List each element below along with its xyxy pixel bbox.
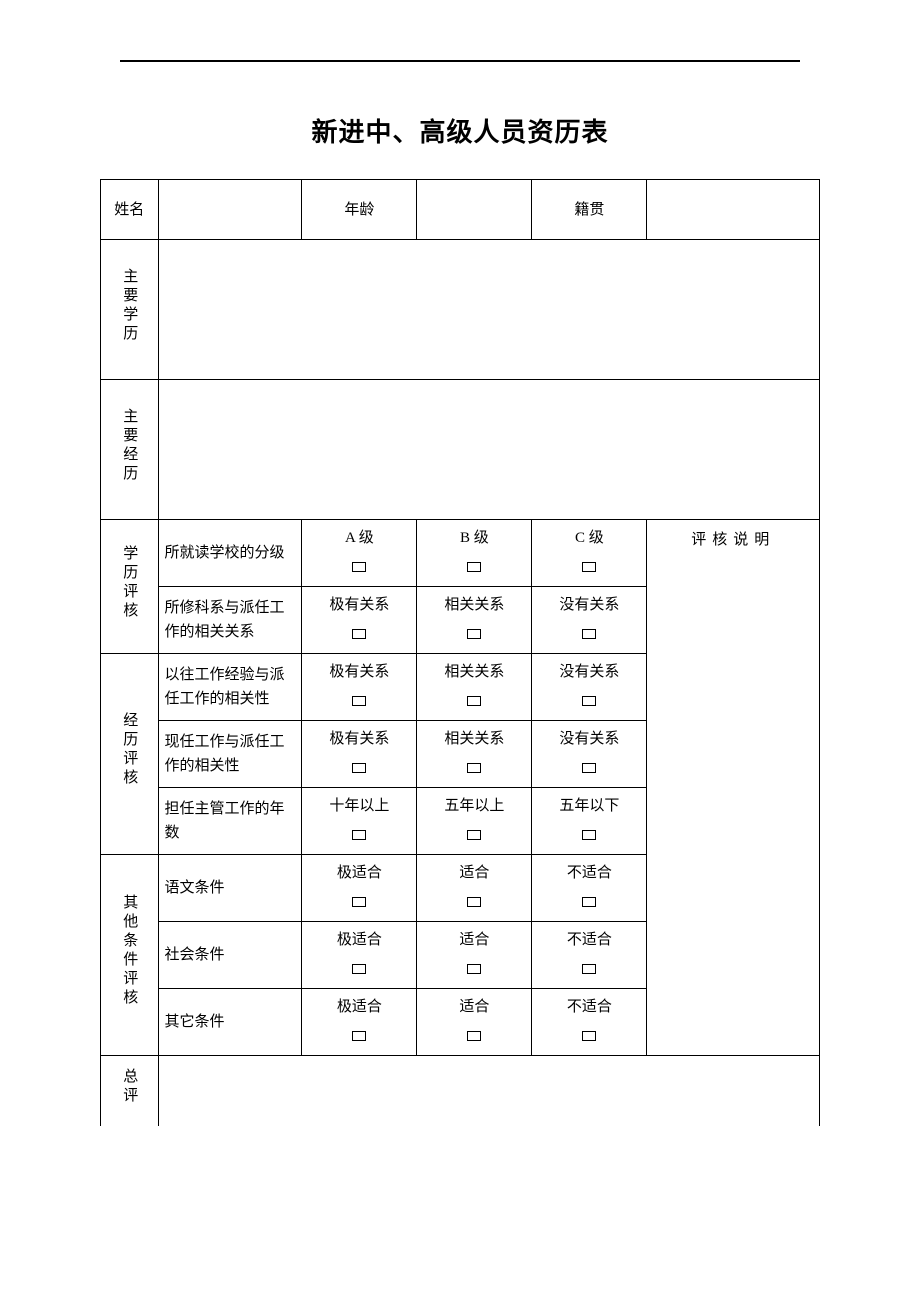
origin-value[interactable] bbox=[647, 180, 820, 240]
exp-eval-opt-2b[interactable]: 相关关系 bbox=[417, 721, 532, 788]
summary-value[interactable] bbox=[158, 1056, 819, 1126]
main-experience-row: 主要经历 bbox=[101, 380, 820, 520]
other-eval-opt-3b[interactable]: 适合 bbox=[417, 989, 532, 1056]
checkbox-icon[interactable] bbox=[352, 830, 366, 840]
exp-eval-opt-3a[interactable]: 十年以上 bbox=[302, 788, 417, 855]
other-eval-desc-2: 社会条件 bbox=[158, 922, 302, 989]
checkbox-icon[interactable] bbox=[352, 763, 366, 773]
checkbox-icon[interactable] bbox=[582, 562, 596, 572]
main-experience-value[interactable] bbox=[158, 380, 819, 520]
other-eval-opt-2a[interactable]: 极适合 bbox=[302, 922, 417, 989]
exp-eval-desc-1: 以往工作经验与派任工作的相关性 bbox=[158, 654, 302, 721]
top-rule bbox=[120, 60, 800, 62]
exp-eval-opt-1a[interactable]: 极有关系 bbox=[302, 654, 417, 721]
other-eval-opt-2b[interactable]: 适合 bbox=[417, 922, 532, 989]
exp-eval-opt-1c[interactable]: 没有关系 bbox=[532, 654, 647, 721]
edu-eval-opt-1c[interactable]: C 级 bbox=[532, 520, 647, 587]
other-eval-opt-3c[interactable]: 不适合 bbox=[532, 989, 647, 1056]
checkbox-icon[interactable] bbox=[582, 964, 596, 974]
checkbox-icon[interactable] bbox=[352, 964, 366, 974]
checkbox-icon[interactable] bbox=[467, 562, 481, 572]
exp-eval-desc-3: 担任主管工作的年数 bbox=[158, 788, 302, 855]
qualification-table: 姓名 年龄 籍贯 主要学历 主要经历 学历评核 所就读学校的分级 bbox=[100, 179, 820, 1126]
other-eval-desc-3: 其它条件 bbox=[158, 989, 302, 1056]
exp-eval-opt-3b[interactable]: 五年以上 bbox=[417, 788, 532, 855]
checkbox-icon[interactable] bbox=[352, 629, 366, 639]
checkbox-icon[interactable] bbox=[467, 964, 481, 974]
checkbox-icon[interactable] bbox=[582, 629, 596, 639]
other-eval-opt-1b[interactable]: 适合 bbox=[417, 855, 532, 922]
edu-eval-label: 学历评核 bbox=[101, 520, 159, 654]
basic-info-row: 姓名 年龄 籍贯 bbox=[101, 180, 820, 240]
checkbox-icon[interactable] bbox=[352, 562, 366, 572]
summary-label: 总评 bbox=[101, 1056, 159, 1126]
checkbox-icon[interactable] bbox=[582, 830, 596, 840]
origin-label: 籍贯 bbox=[532, 180, 647, 240]
age-value[interactable] bbox=[417, 180, 532, 240]
other-eval-opt-3a[interactable]: 极适合 bbox=[302, 989, 417, 1056]
document-page: 新进中、高级人员资历表 姓名 年龄 籍贯 主要学历 bbox=[0, 0, 920, 1302]
exp-eval-desc-2: 现任工作与派任工作的相关性 bbox=[158, 721, 302, 788]
edu-eval-opt-2a[interactable]: 极有关系 bbox=[302, 587, 417, 654]
checkbox-icon[interactable] bbox=[467, 696, 481, 706]
name-value[interactable] bbox=[158, 180, 302, 240]
exp-eval-label: 经历评核 bbox=[101, 654, 159, 855]
exp-eval-opt-3c[interactable]: 五年以下 bbox=[532, 788, 647, 855]
checkbox-icon[interactable] bbox=[467, 897, 481, 907]
edu-eval-desc-1: 所就读学校的分级 bbox=[158, 520, 302, 587]
page-title: 新进中、高级人员资历表 bbox=[100, 112, 820, 149]
other-eval-opt-2c[interactable]: 不适合 bbox=[532, 922, 647, 989]
other-eval-label: 其他条件评核 bbox=[101, 855, 159, 1056]
name-label: 姓名 bbox=[101, 180, 159, 240]
main-education-row: 主要学历 bbox=[101, 240, 820, 380]
main-experience-label: 主要经历 bbox=[101, 380, 159, 520]
checkbox-icon[interactable] bbox=[582, 763, 596, 773]
other-eval-desc-1: 语文条件 bbox=[158, 855, 302, 922]
checkbox-icon[interactable] bbox=[352, 897, 366, 907]
checkbox-icon[interactable] bbox=[467, 830, 481, 840]
checkbox-icon[interactable] bbox=[467, 763, 481, 773]
checkbox-icon[interactable] bbox=[467, 629, 481, 639]
edu-eval-opt-2b[interactable]: 相关关系 bbox=[417, 587, 532, 654]
eval-note-header: 评核说明 bbox=[647, 520, 820, 1056]
edu-eval-opt-2c[interactable]: 没有关系 bbox=[532, 587, 647, 654]
main-education-label: 主要学历 bbox=[101, 240, 159, 380]
edu-eval-opt-1a[interactable]: A 级 bbox=[302, 520, 417, 587]
checkbox-icon[interactable] bbox=[582, 897, 596, 907]
other-eval-opt-1c[interactable]: 不适合 bbox=[532, 855, 647, 922]
checkbox-icon[interactable] bbox=[582, 1031, 596, 1041]
exp-eval-opt-2c[interactable]: 没有关系 bbox=[532, 721, 647, 788]
other-eval-opt-1a[interactable]: 极适合 bbox=[302, 855, 417, 922]
main-education-value[interactable] bbox=[158, 240, 819, 380]
age-label: 年龄 bbox=[302, 180, 417, 240]
edu-eval-opt-1b[interactable]: B 级 bbox=[417, 520, 532, 587]
exp-eval-opt-2a[interactable]: 极有关系 bbox=[302, 721, 417, 788]
checkbox-icon[interactable] bbox=[352, 696, 366, 706]
checkbox-icon[interactable] bbox=[352, 1031, 366, 1041]
edu-eval-desc-2: 所修科系与派任工作的相关关系 bbox=[158, 587, 302, 654]
checkbox-icon[interactable] bbox=[582, 696, 596, 706]
edu-eval-row-1: 学历评核 所就读学校的分级 A 级 B 级 C 级 评核说明 bbox=[101, 520, 820, 587]
checkbox-icon[interactable] bbox=[467, 1031, 481, 1041]
summary-row: 总评 bbox=[101, 1056, 820, 1126]
exp-eval-opt-1b[interactable]: 相关关系 bbox=[417, 654, 532, 721]
